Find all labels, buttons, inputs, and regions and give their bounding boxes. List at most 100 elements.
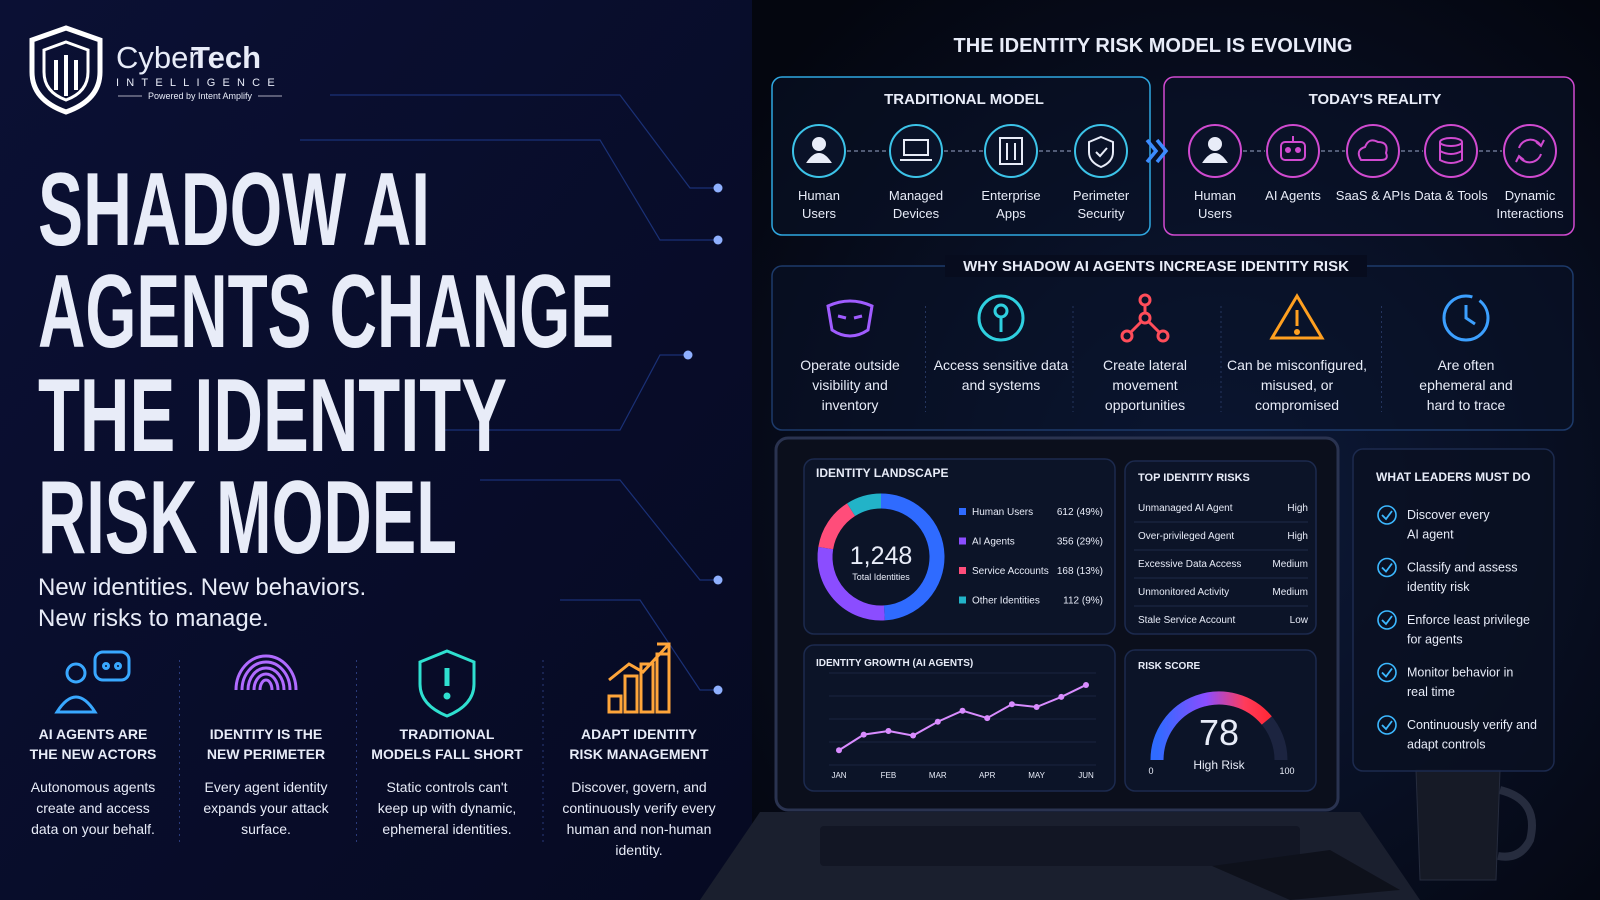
check-circle: [1377, 715, 1397, 735]
leaders-panel: [1352, 448, 1555, 772]
node-label: SaaS & APIs: [1336, 188, 1411, 203]
icon-part: [1439, 142, 1463, 164]
gauge-value: [1150, 691, 1272, 761]
icon-part: [1295, 147, 1301, 153]
icon-part: [1535, 139, 1545, 148]
why-text: Are often: [1438, 357, 1495, 373]
node-icon: [1515, 138, 1545, 164]
risk-level: Medium: [1272, 559, 1308, 570]
icon-part: [1269, 293, 1325, 340]
icon-part: [54, 695, 98, 714]
headline-line: RISK MODEL: [38, 460, 457, 576]
node-circle: [1503, 124, 1557, 178]
icon-part: [102, 662, 110, 670]
risks-panel: [1124, 460, 1317, 635]
icon-part: [1129, 305, 1161, 334]
icon-part: [1464, 305, 1476, 326]
leader-text: identity risk: [1407, 580, 1470, 594]
check-circle: [1377, 557, 1397, 578]
icon-part: [1442, 294, 1490, 342]
pillar-text: ephemeral identities.: [382, 821, 511, 837]
mug-handle: [1497, 786, 1536, 861]
risk-name: Excessive Data Access: [1138, 559, 1241, 570]
donut-segment: [817, 546, 885, 621]
node-circle: [984, 124, 1038, 178]
why-icon: [1269, 293, 1325, 340]
icon-part: [1156, 329, 1170, 343]
icon-part: [608, 642, 671, 682]
risk-name: Over-privileged Agent: [1138, 531, 1234, 542]
growth-point: [1058, 693, 1065, 700]
x-tick-label: FEB: [881, 771, 897, 780]
node-icon: [999, 137, 1023, 165]
traditional-title: TRADITIONAL MODEL: [884, 91, 1044, 108]
icon-part: [999, 137, 1023, 165]
icon-part: [826, 299, 874, 338]
node-icon: [1088, 135, 1114, 169]
pillar-text: data on your behalf.: [31, 821, 155, 837]
icon-part: [240, 660, 292, 691]
check-mark: [1381, 720, 1393, 731]
leader-text: Discover every: [1407, 508, 1490, 522]
pillar-icon: [54, 650, 131, 714]
panel-title: RISK SCORE: [1138, 661, 1201, 672]
leader-text: real time: [1407, 685, 1455, 699]
headline-line: AGENTS CHANGE: [38, 254, 614, 370]
today-title: TODAY'S REALITY: [1309, 91, 1442, 108]
legend-label: Human Users: [972, 507, 1033, 518]
why-text: movement: [1112, 377, 1177, 393]
icon-part: [657, 642, 671, 656]
panel-title: IDENTITY GROWTH (AI AGENTS): [816, 658, 973, 669]
node-label: Users: [802, 206, 836, 221]
node-circle: [1266, 124, 1320, 178]
gauge-tick-label: 0: [1148, 766, 1153, 776]
icon-part: [443, 692, 451, 700]
growth-point: [910, 732, 917, 739]
leader-text: Monitor behavior in: [1407, 666, 1513, 680]
leader-text: AI agent: [1407, 528, 1454, 542]
icon-part: [65, 662, 87, 684]
node-label: Security: [1078, 206, 1125, 221]
node-circle: [889, 124, 943, 178]
risk-name: Unmonitored Activity: [1138, 587, 1229, 598]
leader-text: adapt controls: [1407, 738, 1486, 752]
icon-part: [903, 139, 929, 156]
section-title: THE IDENTITY RISK MODEL IS EVOLVING: [954, 35, 1353, 57]
node-label: Data & Tools: [1414, 188, 1488, 203]
risk-level: Medium: [1272, 587, 1308, 598]
node-circle: [1424, 124, 1478, 178]
icon-part: [977, 294, 1025, 342]
donut-caption: Total Identities: [852, 572, 910, 582]
growth-point: [885, 727, 892, 734]
why-text: hard to trace: [1427, 397, 1506, 413]
icon-part: [1515, 154, 1525, 163]
icon-part: [1095, 147, 1108, 158]
why-text: visibility and: [812, 377, 887, 393]
x-tick-label: MAY: [1028, 771, 1045, 780]
growth-point: [1083, 681, 1089, 688]
icon-part: [114, 662, 122, 670]
icon-part: [258, 678, 274, 691]
icon-part: [655, 652, 671, 714]
growth-point: [1033, 704, 1040, 711]
brand-powered: Powered by Intent Amplify: [148, 91, 253, 101]
x-tick-label: JAN: [831, 771, 846, 780]
circuit-dots: [683, 183, 723, 695]
icon-part: [246, 666, 286, 691]
legend-value: 112 (9%): [1063, 596, 1103, 607]
why-text: compromised: [1255, 397, 1339, 413]
icon-part: [812, 137, 826, 151]
pillar-icon: [607, 642, 671, 714]
check-mark: [1381, 667, 1393, 678]
legend-label: AI Agents: [972, 537, 1015, 548]
donut-total: 1,248: [850, 542, 913, 570]
check-mark: [1381, 615, 1393, 626]
node-icon: [1280, 136, 1306, 161]
pillar-text: identity.: [615, 842, 662, 858]
icon-part: [607, 694, 623, 714]
x-tick-label: JUN: [1078, 771, 1094, 780]
legend-label: Other Identities: [972, 596, 1040, 607]
brand-tagline: INTELLIGENCE: [116, 77, 282, 89]
legend-value: 356 (29%): [1057, 537, 1103, 548]
